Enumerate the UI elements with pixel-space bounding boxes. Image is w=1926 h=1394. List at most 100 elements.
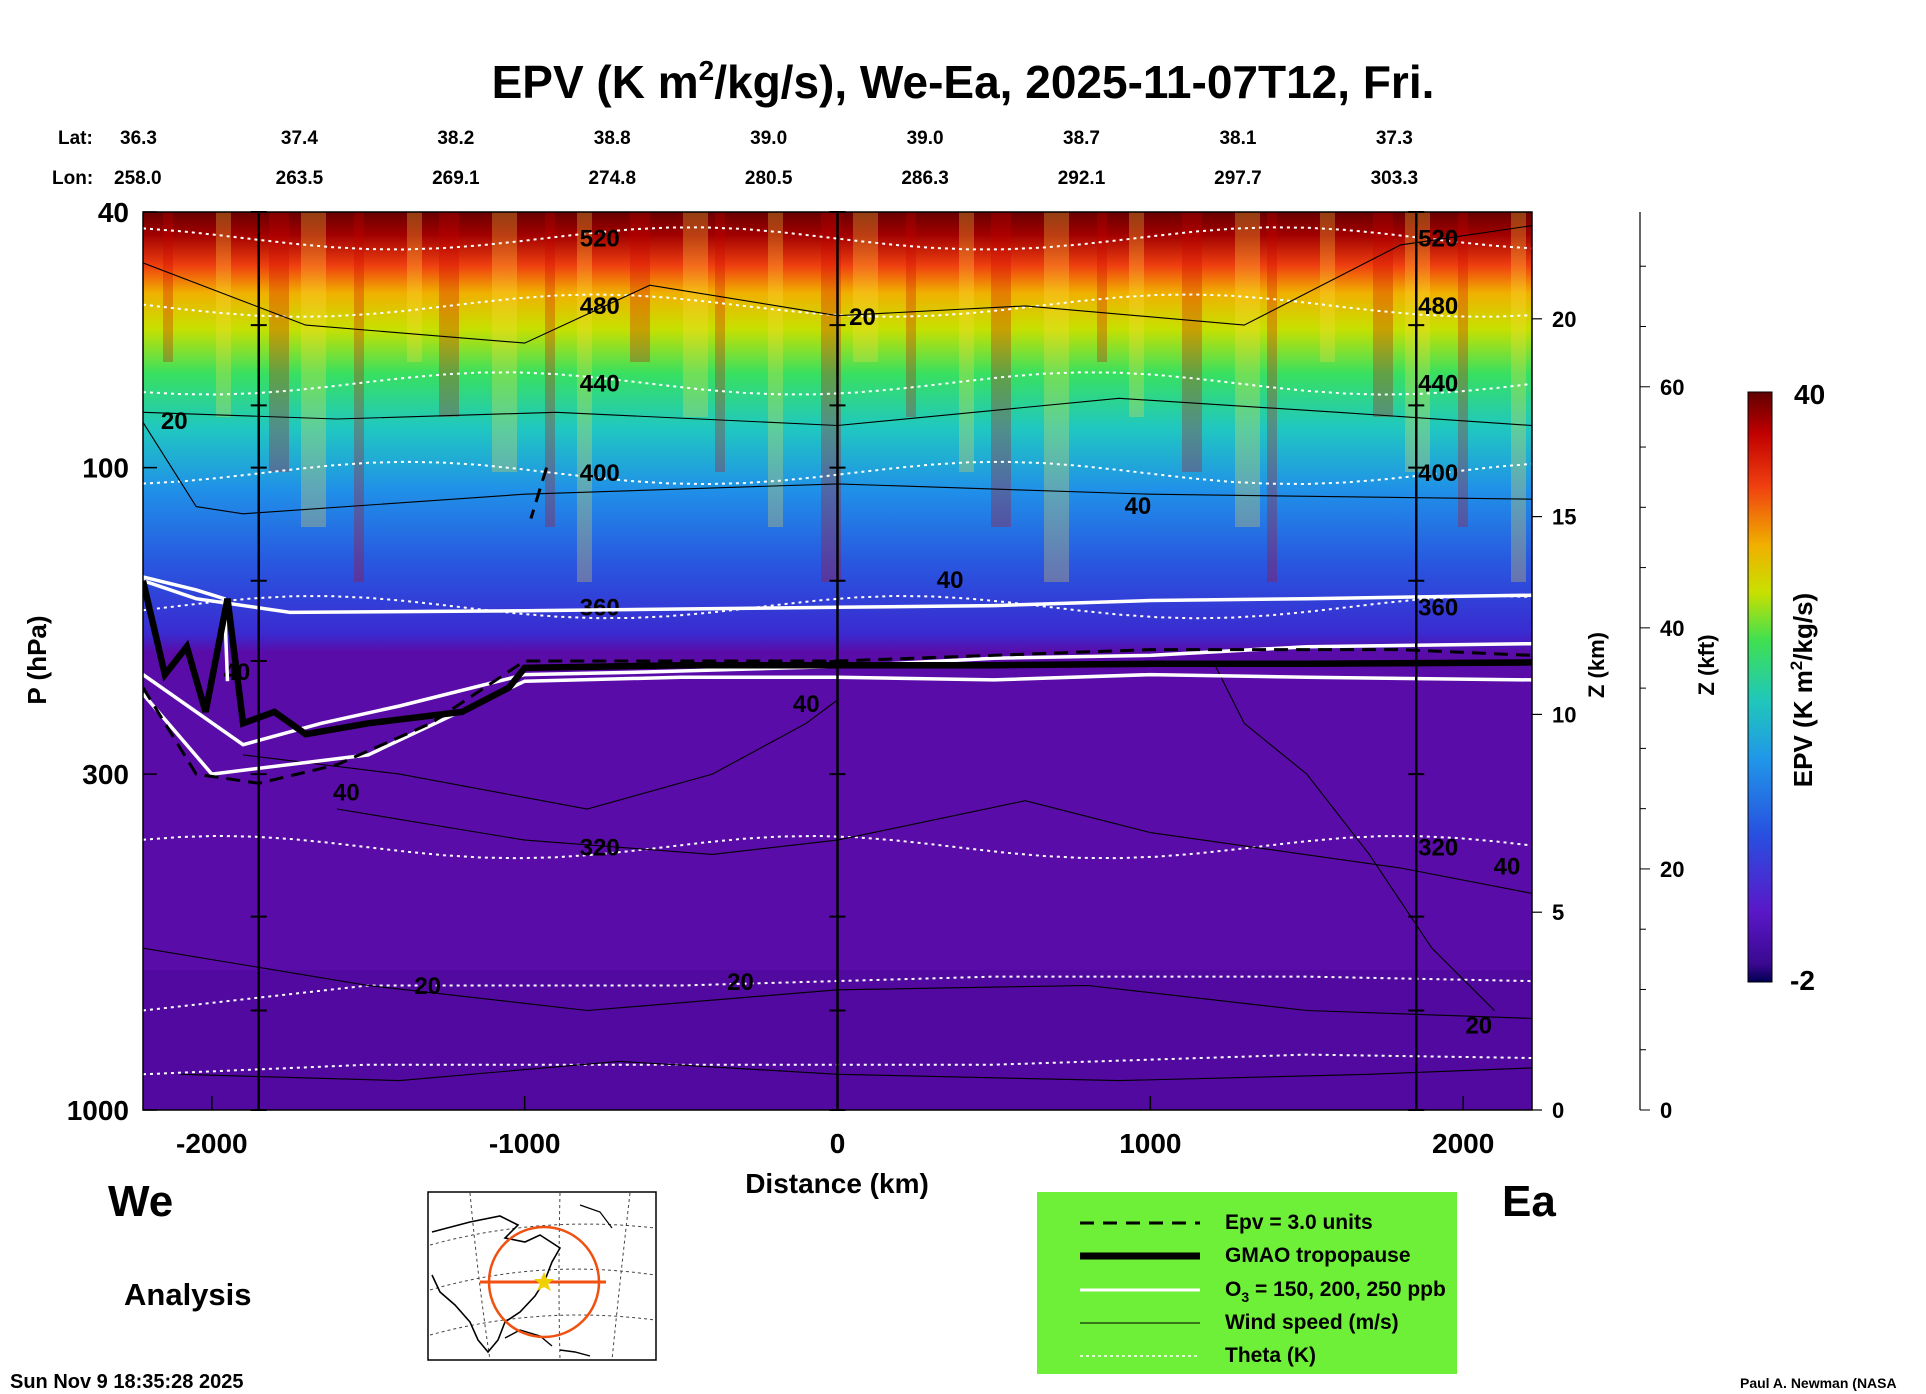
colorbar: [1747, 391, 1773, 983]
east-label: Ea: [1502, 1177, 1556, 1226]
legend-label-epv: Epv = 3.0 units: [1225, 1211, 1373, 1234]
epv-streak: [1182, 212, 1202, 472]
analysis-label: Analysis: [124, 1277, 252, 1312]
z-kft-tick-label: 40: [1660, 616, 1684, 641]
theta-label: 440: [580, 371, 620, 398]
credit: Paul A. Newman (NASA: [1740, 1375, 1897, 1391]
p-tick-label: 40: [98, 197, 129, 228]
lat-value: 37.4: [281, 128, 318, 149]
theta-isentrope: [143, 460, 1532, 486]
theta-isentrope: [143, 594, 1532, 620]
legend-label-wind: Wind speed (m/s): [1225, 1311, 1399, 1334]
inset-map: [427, 1191, 657, 1361]
epv-streak: [407, 212, 422, 362]
inset-map-center-star: [534, 1272, 554, 1291]
theta-label: 400: [1418, 460, 1458, 487]
x-tick-label: 0: [830, 1128, 846, 1159]
lon-value: 303.3: [1371, 168, 1419, 189]
axes: -2000 -1000 0 1000 2000 40 100 300 1000 20 15 10 5 0 6…: [67, 197, 1685, 1159]
epv-streak: [1373, 212, 1393, 417]
wind-label: 40: [1124, 493, 1151, 520]
lat-value: 39.0: [907, 128, 944, 149]
inset-map-graticule: [429, 1192, 656, 1361]
legend-label-ozone: O3 = 150, 200, 250 ppb: [1225, 1278, 1446, 1305]
theta-label: 480: [1418, 293, 1458, 320]
epv-streak: [439, 212, 459, 417]
lon-value: 286.3: [901, 168, 949, 189]
lon-value: 297.7: [1214, 168, 1262, 189]
theta-isentrope: [143, 226, 1532, 251]
z-kft-tick-label: 0: [1660, 1098, 1672, 1123]
lat-value: 37.3: [1376, 128, 1413, 149]
epv-streak: [354, 212, 364, 582]
epv-streak: [768, 212, 783, 527]
inset-map-labrador: [579, 1204, 613, 1229]
epv-contour: [143, 648, 1532, 785]
epv-streak: [1235, 212, 1260, 527]
p-tick-label: 1000: [67, 1095, 129, 1126]
x-tick-label: 2000: [1432, 1128, 1494, 1159]
theta-label: 400: [580, 460, 620, 487]
lat-value: 39.0: [750, 128, 787, 149]
epv-streaks: [163, 212, 1526, 582]
p-tick-label: 100: [82, 453, 129, 484]
lon-value: 269.1: [432, 168, 480, 189]
epv-streak: [715, 212, 725, 472]
x-tick-label: -2000: [176, 1128, 248, 1159]
inset-map-islands: [559, 1349, 591, 1357]
epv-streak: [1267, 212, 1277, 582]
lon-value: 263.5: [276, 168, 324, 189]
epv-streak: [1320, 212, 1335, 362]
wind-label: 20: [161, 408, 188, 435]
legend-label-tropopause: GMAO tropopause: [1225, 1244, 1411, 1267]
epv-streak: [1458, 212, 1468, 527]
theta-label: 480: [580, 293, 620, 320]
wind-label: 40: [793, 691, 820, 718]
z-km-tick-label: 20: [1552, 307, 1576, 332]
z-kft-tick-label: 20: [1660, 857, 1684, 882]
ozone-contour: [143, 575, 230, 682]
lat-lon-labels: 36.3 258.0 37.4 263.5 38.2 269.1 38.8 274.8 39.0…: [114, 128, 1418, 189]
lon-value: 258.0: [114, 168, 162, 189]
wind-label: 20: [1465, 1012, 1492, 1039]
theta-label: 360: [580, 594, 620, 621]
epv-streak: [545, 212, 555, 527]
theta-isentrope: [143, 834, 1532, 860]
epv-contour: [529, 467, 549, 519]
epv-streak: [577, 212, 592, 582]
y-axis-title: P (hPa): [22, 615, 52, 704]
wind-contour: [143, 422, 1532, 515]
epv-streak: [1097, 212, 1107, 362]
inset-map-gulf: [504, 1329, 553, 1347]
epv-streak: [216, 212, 231, 417]
lat-value: 38.8: [594, 128, 631, 149]
wind-label: 40: [937, 567, 964, 594]
wind-label: 40: [1494, 854, 1521, 881]
z-km-tick-label: 0: [1552, 1098, 1564, 1123]
epv-streak: [1044, 212, 1069, 582]
epv-streak: [1129, 212, 1144, 417]
z-kft-tick-label: 60: [1660, 375, 1684, 400]
epv-streak: [853, 212, 878, 362]
z-km-tick-label: 15: [1552, 505, 1576, 530]
x-tick-label: 1000: [1119, 1128, 1181, 1159]
lon-value: 280.5: [745, 168, 793, 189]
epv-streak: [301, 212, 326, 527]
theta-label: 520: [580, 226, 620, 253]
wind-label: 20: [849, 304, 876, 331]
timestamp: Sun Nov 9 18:35:28 2025: [10, 1371, 243, 1393]
theta-isentrope: [143, 293, 1532, 318]
theta-isentrope: [143, 371, 1532, 396]
theta-label: 320: [1418, 834, 1458, 861]
epv-streak: [959, 212, 974, 472]
wind-label: 20: [414, 973, 441, 1000]
legend: Epv = 3.0 units GMAO tropopause O3 = 150…: [1037, 1192, 1457, 1374]
z-km-tick-label: 5: [1552, 900, 1564, 925]
wind-label: 20: [727, 969, 754, 996]
epv-streak: [163, 212, 173, 362]
x-tick-label: -1000: [489, 1128, 561, 1159]
z-km-axis-title: Z (km): [1584, 632, 1609, 698]
colorbar-min-label: -2: [1790, 965, 1815, 996]
inset-map-frame: [427, 1191, 657, 1361]
